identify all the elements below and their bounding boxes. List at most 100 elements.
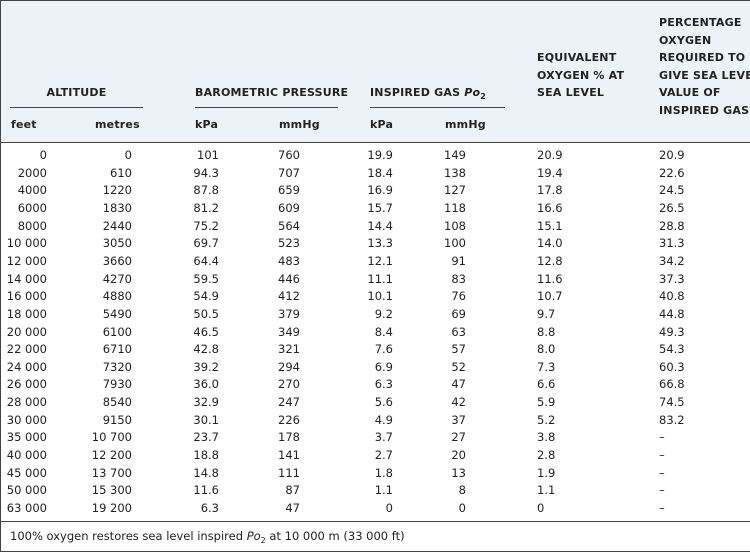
table-cell: 16 000 <box>6 289 47 304</box>
table-cell: 63 000 <box>6 501 47 515</box>
table-cell: 42.8 <box>193 342 219 357</box>
table-cell: 15 300 <box>91 483 132 498</box>
table-cell: 87 <box>285 483 300 498</box>
table-cell: 100 <box>444 236 466 251</box>
table-cell: 11.1 <box>367 271 393 286</box>
table-cell: 83.2 <box>659 412 685 427</box>
table-cell: 4880 <box>102 289 132 304</box>
table-cell: 6.3 <box>374 377 393 392</box>
table-cell: 17.8 <box>537 183 563 198</box>
table-cell: 94.3 <box>193 165 219 180</box>
table-cell: 12.1 <box>367 253 393 268</box>
table-cell: 0 <box>124 148 132 162</box>
table-cell: 564 <box>278 218 300 233</box>
group-header: BAROMETRIC PRESSURE <box>195 85 348 101</box>
table-cell: 40 000 <box>6 448 47 463</box>
table-cell: 6000 <box>17 200 47 215</box>
table-cell: 0 <box>458 501 466 515</box>
table-cell: 60.3 <box>659 359 685 374</box>
table-cell: 10 000 <box>6 236 47 251</box>
table-cell: 1.1 <box>537 483 556 498</box>
table-cell: 19.4 <box>537 165 563 180</box>
table-cell: 659 <box>278 183 300 198</box>
table-cell: 6100 <box>102 324 132 339</box>
table-cell: 14.0 <box>537 236 563 251</box>
table-cell: 226 <box>278 412 300 427</box>
table-cell: 1220 <box>102 183 132 198</box>
table-cell: 18 000 <box>6 306 47 321</box>
table-cell: 4.9 <box>374 412 393 427</box>
table-cell: 12 200 <box>91 448 132 463</box>
left-border <box>0 0 1 552</box>
group-label: BAROMETRIC PRESSURE <box>195 86 349 99</box>
header-rule <box>0 142 750 143</box>
table-cell: 37.3 <box>659 271 685 286</box>
table-cell: 707 <box>278 165 300 180</box>
table-cell: 108 <box>444 218 466 233</box>
table-cell: 20 000 <box>6 324 47 339</box>
table-cell: – <box>659 448 665 463</box>
table-cell: 8.0 <box>537 342 556 357</box>
table-cell: 2.7 <box>374 448 393 463</box>
table-cell: 141 <box>278 448 300 463</box>
table-cell: 26 000 <box>6 377 47 392</box>
table-cell: 2440 <box>102 218 132 233</box>
table-cell: 31.3 <box>659 236 685 251</box>
table-cell: 11.6 <box>193 483 219 498</box>
footnote-text: at 10 000 m (33 000 ft) <box>265 529 405 543</box>
table-cell: 3.7 <box>374 430 393 445</box>
table-cell: 20 <box>451 448 466 463</box>
table-cell: 1.9 <box>537 465 556 480</box>
column-header: mmHg <box>279 118 320 131</box>
table-cell: 15.7 <box>367 200 393 215</box>
table-cell: 83 <box>451 271 466 286</box>
table-cell: 6.6 <box>537 377 556 392</box>
table-cell: 40.8 <box>659 289 685 304</box>
table-cell: 30 000 <box>6 412 47 427</box>
table-cell: 47 <box>285 501 300 515</box>
table-cell: 24 000 <box>6 359 47 374</box>
table-cell: 26.5 <box>659 200 685 215</box>
table-cell: 50 000 <box>6 483 47 498</box>
table-cell: 10 700 <box>91 430 132 445</box>
table-cell: 14.8 <box>193 465 219 480</box>
table-cell: 14 000 <box>6 271 47 286</box>
table-cell: 13.3 <box>367 236 393 251</box>
table-cell: 412 <box>278 289 300 304</box>
table-cell: 74.5 <box>659 395 685 410</box>
group-symbol: Po <box>464 86 481 99</box>
table-cell: 7.3 <box>537 359 556 374</box>
table-cell: 5.9 <box>537 395 556 410</box>
table-cell: 6.3 <box>200 501 219 515</box>
percentage-label: PERCENTAGE OXYGEN REQUIRED TO GIVE SEA L… <box>659 16 750 117</box>
table-cell: 178 <box>278 430 300 445</box>
table-cell: 0 <box>537 501 545 515</box>
table-cell: 13 <box>451 465 466 480</box>
table-cell: 379 <box>278 306 300 321</box>
table-cell: 1830 <box>102 200 132 215</box>
table-cell: 16.6 <box>537 200 563 215</box>
table-cell: 483 <box>278 253 300 268</box>
table-cell: 7930 <box>102 377 132 392</box>
group-header: ALTITUDE <box>10 85 143 101</box>
table-cell: 1.8 <box>374 465 393 480</box>
table-cell: 91 <box>451 253 466 268</box>
table-cell: 2.8 <box>537 448 556 463</box>
table-cell: 20.9 <box>659 148 685 162</box>
table-cell: 49.3 <box>659 324 685 339</box>
table-cell: 3050 <box>102 236 132 251</box>
table-cell: 22.6 <box>659 165 685 180</box>
table-cell: 46.5 <box>193 324 219 339</box>
group-label: INSPIRED GAS <box>370 86 465 99</box>
table-cell: 54.9 <box>193 289 219 304</box>
table-cell: 47 <box>451 377 466 392</box>
footnote-text: 100% oxygen restores sea level inspired <box>10 529 247 543</box>
table-cell: 19 200 <box>91 501 132 515</box>
table-cell: 294 <box>278 359 300 374</box>
table-cell: 127 <box>444 183 466 198</box>
table-cell: 18.4 <box>367 165 393 180</box>
table-cell: 149 <box>444 148 466 162</box>
table-cell: 45 000 <box>6 465 47 480</box>
table-cell: 101 <box>197 148 219 162</box>
